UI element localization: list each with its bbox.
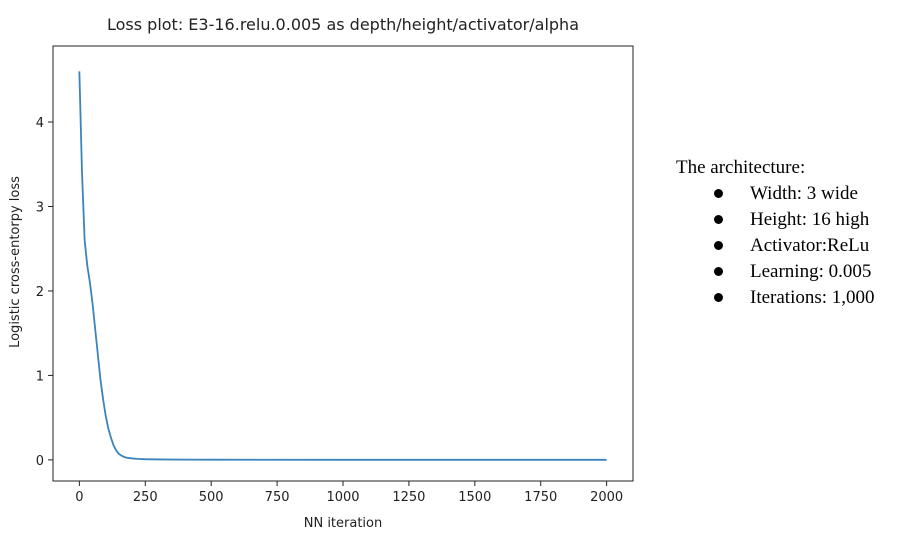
- x-tick-label: 0: [75, 490, 83, 505]
- y-tick-label: 3: [36, 200, 44, 215]
- y-tick-label: 2: [36, 285, 44, 300]
- loss-line: [78, 71, 607, 461]
- x-tick-label: 1250: [392, 490, 425, 505]
- y-tick-label: 1: [36, 369, 44, 384]
- plot-frame: [52, 45, 634, 482]
- bullet-icon: [714, 241, 723, 250]
- y-axis-label: Logistic cross-entorpy loss: [8, 176, 23, 348]
- x-axis-label: NN iteration: [304, 516, 383, 531]
- x-tick-label: 750: [265, 490, 290, 505]
- architecture-panel: The architecture: Width: 3 wide Height: …: [676, 155, 901, 311]
- x-tick-label: 500: [199, 490, 224, 505]
- x-tick-label: 250: [133, 490, 158, 505]
- list-item-learning: Learning: 0.005: [676, 259, 901, 284]
- architecture-heading: The architecture:: [676, 157, 806, 178]
- x-tick-label: 1750: [524, 490, 557, 505]
- list-item-width: Width: 3 wide: [676, 181, 901, 206]
- list-item-label: Iterations: 1,000: [750, 287, 875, 308]
- plot-area: 0 250 500 750 1000 1250 1500 1750 2000 0 1 2 3 4: [36, 45, 634, 505]
- list-item-label: Activator:ReLu: [750, 235, 870, 256]
- x-tick-label: 2000: [590, 490, 623, 505]
- list-item-label: Learning: 0.005: [750, 261, 872, 282]
- y-tick-label: 0: [36, 454, 44, 469]
- architecture-list: Width: 3 wide Height: 16 high Activator:…: [676, 181, 901, 310]
- bullet-icon: [714, 189, 723, 198]
- x-tick-label: 1000: [326, 490, 359, 505]
- x-tick-label: 1500: [458, 490, 491, 505]
- bullet-icon: [714, 215, 723, 224]
- chart-title: Loss plot: E3-16.relu.0.005 as depth/hei…: [107, 15, 579, 34]
- y-tick-label: 4: [36, 116, 44, 131]
- list-item-activator: Activator:ReLu: [676, 233, 901, 258]
- list-item-label: Height: 16 high: [750, 209, 870, 230]
- list-item-height: Height: 16 high: [676, 207, 901, 232]
- bullet-icon: [714, 293, 723, 302]
- list-item-label: Width: 3 wide: [750, 183, 858, 204]
- list-item-iterations: Iterations: 1,000: [676, 285, 901, 310]
- bullet-icon: [714, 267, 723, 276]
